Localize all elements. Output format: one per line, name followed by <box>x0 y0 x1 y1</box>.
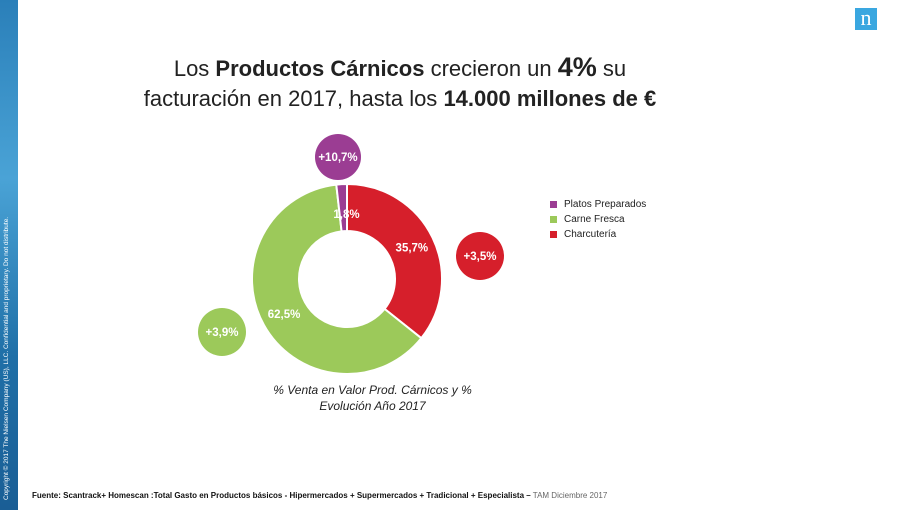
legend-item: Charcutería <box>550 227 646 242</box>
footer-source: Fuente: Scantrack+ Homescan :Total Gasto… <box>32 491 608 500</box>
donut-slice <box>335 182 348 233</box>
legend-label: Charcutería <box>564 229 617 240</box>
nielsen-logo: n <box>855 7 877 30</box>
donut-slice <box>346 182 443 340</box>
legend-item: Carne Fresca <box>550 212 646 227</box>
growth-label: +10,7% <box>318 152 357 164</box>
sidebar-band: Copyright © 2017 The Nielsen Company (US… <box>0 0 18 510</box>
legend-item: Platos Preparados <box>550 197 646 212</box>
growth-label: +3,5% <box>464 251 497 263</box>
slice-percent-label: 35,7% <box>396 243 429 255</box>
slice-percent-label: 62,5% <box>268 309 301 321</box>
title-line-1: Los Productos Cárnicos crecieron un 4% s… <box>173 52 627 82</box>
slice-percent-label: 1,8% <box>333 209 359 221</box>
legend-label: Platos Preparados <box>564 199 647 210</box>
legend-swatch <box>550 231 557 238</box>
growth-bubble <box>315 134 361 180</box>
growth-bubble <box>456 232 504 280</box>
chart-legend: Platos Preparados Carne Fresca Charcuter… <box>550 197 646 242</box>
chart-caption: % Venta en Valor Prod. Cárnicos y % Evol… <box>273 383 472 413</box>
page-title: Los Productos Cárnicos crecieron un 4% s… <box>110 52 690 114</box>
growth-bubble <box>198 308 246 356</box>
legend-swatch <box>550 216 557 223</box>
donut-slice <box>251 183 423 375</box>
growth-label: +3,9% <box>206 327 239 339</box>
title-line-2: facturación en 2017, hasta los 14.000 mi… <box>143 86 657 111</box>
legend-label: Carne Fresca <box>564 214 625 225</box>
legend-swatch <box>550 201 557 208</box>
